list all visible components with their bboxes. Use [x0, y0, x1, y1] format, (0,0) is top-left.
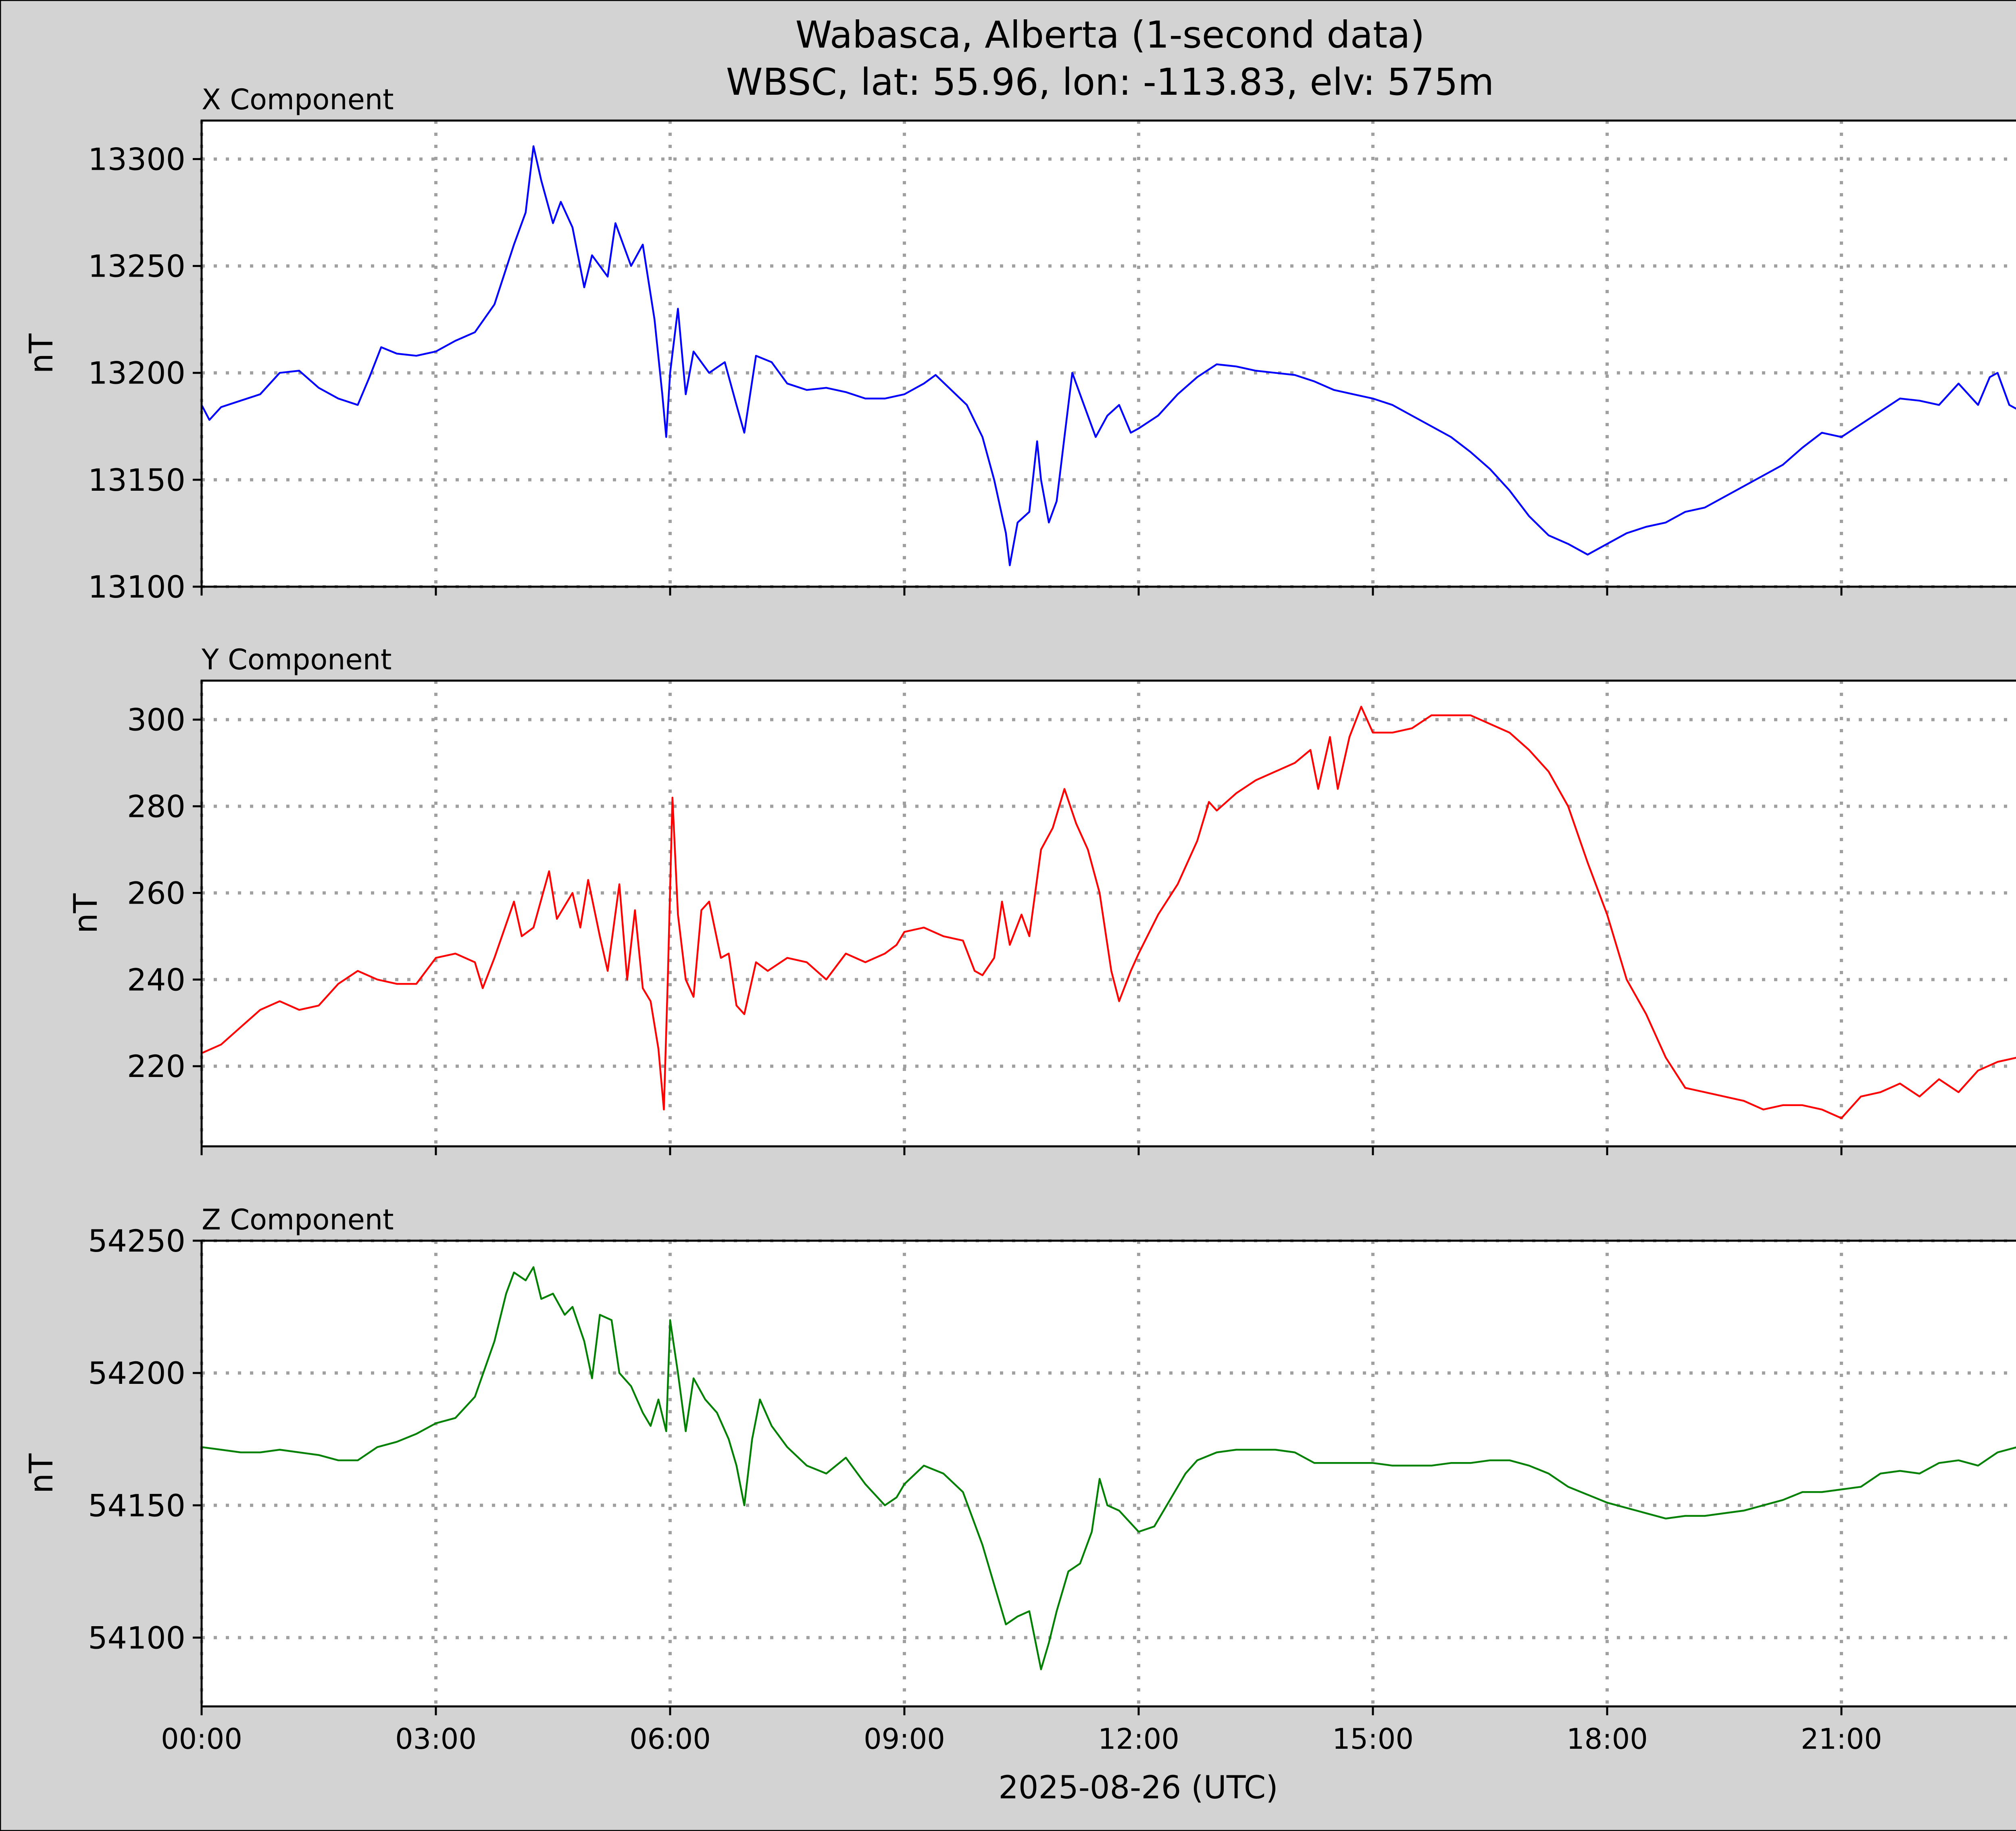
xtick-label-3: 09:00	[864, 1723, 945, 1756]
xtick-label-2: 06:00	[629, 1723, 711, 1756]
series-line-x-0	[201, 145, 2016, 567]
subtitle-z: Z Component	[202, 1203, 394, 1236]
ylabel-y: nT	[67, 893, 104, 934]
ytick-label-x-3: 13250	[88, 248, 185, 284]
xtick-label-6: 18:00	[1566, 1723, 1648, 1756]
panel-z: 54100 54150 54200 54250 00:00 03:00 06:00 09:00…	[23, 1203, 2016, 1756]
plot-area-y	[202, 681, 2016, 1146]
ytick-label-x-0: 13100	[88, 569, 185, 605]
ytick-label-x-4: 13300	[88, 141, 185, 177]
ytick-label-y-4: 300	[127, 702, 185, 738]
panel-x: 13100 13150 13200 13250 13300 X Component nT	[23, 83, 2016, 605]
ytick-label-z-0: 54100	[88, 1620, 185, 1656]
xtick-label-0: 00:00	[161, 1723, 242, 1756]
ytick-label-z-3: 54250	[88, 1223, 185, 1259]
xtick-label-1: 03:00	[395, 1723, 477, 1756]
ylabel-x: nT	[23, 333, 60, 374]
series-line-y-0	[201, 706, 2016, 1119]
ytick-label-x-1: 13150	[88, 462, 185, 498]
ytick-label-y-0: 220	[127, 1048, 185, 1084]
ytick-label-y-3: 280	[127, 789, 185, 825]
series-line-z-0	[201, 1266, 2016, 1671]
x-axis-label: 2025-08-26 (UTC)	[998, 1770, 1278, 1806]
ylabel-z: nT	[23, 1453, 60, 1494]
xtick-label-5: 15:00	[1332, 1723, 1414, 1756]
xtick-label-4: 12:00	[1098, 1723, 1179, 1756]
panel-y: 220 240 260 280 300 Y Component nT	[67, 643, 2016, 1155]
xtick-label-7: 21:00	[1801, 1723, 1882, 1756]
ytick-label-y-1: 240	[127, 962, 185, 998]
subtitle-x: X Component	[202, 83, 394, 116]
figure-title-line1: Wabasca, Alberta (1-second data)	[796, 13, 1425, 56]
plot-area-x	[202, 121, 2016, 587]
ytick-label-z-1: 54150	[88, 1487, 185, 1523]
ytick-label-z-2: 54200	[88, 1355, 185, 1391]
ytick-label-y-2: 260	[127, 875, 185, 911]
ytick-label-x-2: 13200	[88, 355, 185, 391]
figure-title-line2: WBSC, lat: 55.96, lon: -113.83, elv: 575…	[726, 60, 1494, 104]
plot-area-z	[202, 1241, 2016, 1706]
subtitle-y: Y Component	[201, 643, 392, 676]
